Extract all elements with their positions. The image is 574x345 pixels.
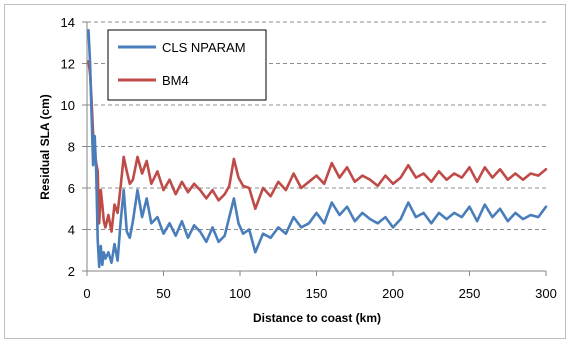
legend-box (107, 29, 267, 101)
axes (82, 21, 547, 276)
x-tick-label: 250 (459, 286, 481, 301)
x-tick-label: 150 (306, 286, 328, 301)
series-line-bm4 (87, 60, 548, 233)
x-tick-label: 50 (156, 286, 170, 301)
legend-label-bm4: BM4 (162, 73, 189, 88)
y-axis-label: Residual SLA (cm) (38, 94, 52, 200)
legend-label-cls-nparam: CLS NPARAM (162, 40, 246, 55)
x-tick-label: 200 (382, 286, 404, 301)
x-tick-label: 0 (83, 286, 90, 301)
y-tick-label: 12 (61, 57, 75, 72)
series-group (87, 28, 548, 269)
x-tick-label: 100 (229, 286, 251, 301)
legend: CLS NPARAM BM4 (107, 29, 267, 101)
x-axis-label: Distance to coast (km) (253, 311, 381, 325)
y-tick-label: 6 (68, 181, 75, 196)
y-tick-label: 2 (68, 264, 75, 279)
y-tick-label: 4 (68, 223, 75, 238)
x-tick-label: 300 (535, 286, 557, 301)
tick-labels: 2 4 6 8 10 12 14 0 50 100 150 200 250 300 (61, 15, 557, 301)
y-tick-label: 14 (61, 15, 75, 30)
y-tick-label: 10 (61, 98, 75, 113)
y-tick-label: 8 (68, 140, 75, 155)
series-line-cls-nparam (87, 28, 548, 269)
